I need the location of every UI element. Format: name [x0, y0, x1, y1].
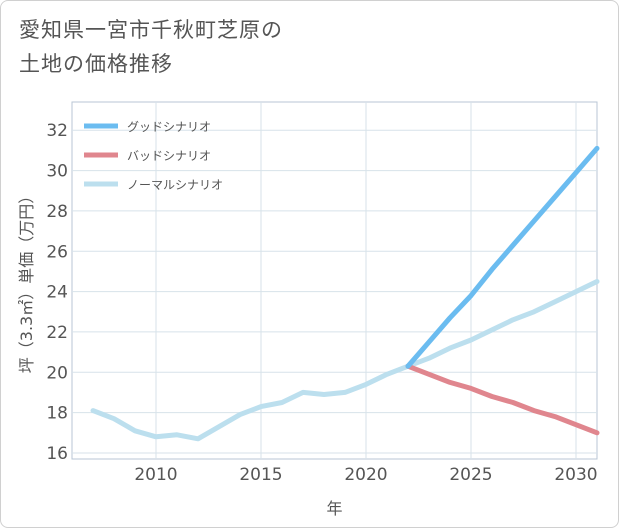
series-line-1	[405, 363, 600, 436]
title-line-2: 土地の価格推移	[19, 52, 173, 76]
legend-label-1: バッドシナリオ	[127, 149, 211, 163]
y-tick-label: 18	[46, 404, 68, 424]
y-tick-label: 26	[46, 242, 68, 262]
chart-title: 愛知県一宮市千秋町芝原の 土地の価格推移	[19, 13, 283, 81]
grid-lines	[72, 102, 597, 459]
y-tick-label: 16	[46, 444, 68, 464]
x-axis-ticks: 2010 2015 2020 2025 2030	[134, 465, 597, 485]
y-tick-label: 30	[46, 162, 68, 182]
y-tick-label: 24	[46, 283, 68, 303]
y-tick-label: 28	[46, 202, 68, 222]
y-tick-label: 32	[46, 121, 68, 141]
title-line-1: 愛知県一宮市千秋町芝原の	[19, 18, 283, 42]
legend-label-2: ノーマルシナリオ	[127, 178, 223, 192]
series-lines	[90, 145, 600, 442]
legend-label-0: グッドシナリオ	[127, 120, 211, 134]
x-tick-label: 2025	[449, 465, 492, 485]
x-tick-label: 2020	[344, 465, 387, 485]
x-tick-label: 2015	[239, 465, 282, 485]
y-axis-ticks: 16 18 20 22 24 26 28 30 32	[46, 121, 68, 464]
y-axis-label: 坪（3.3㎡）単価（万円）	[17, 188, 36, 373]
x-tick-label: 2030	[554, 465, 597, 485]
x-axis-label: 年	[326, 499, 342, 518]
x-tick-label: 2010	[134, 465, 177, 485]
series-line-2	[90, 279, 600, 442]
y-tick-label: 22	[46, 323, 68, 343]
y-tick-label: 20	[46, 363, 68, 383]
series-line-0	[405, 145, 600, 369]
